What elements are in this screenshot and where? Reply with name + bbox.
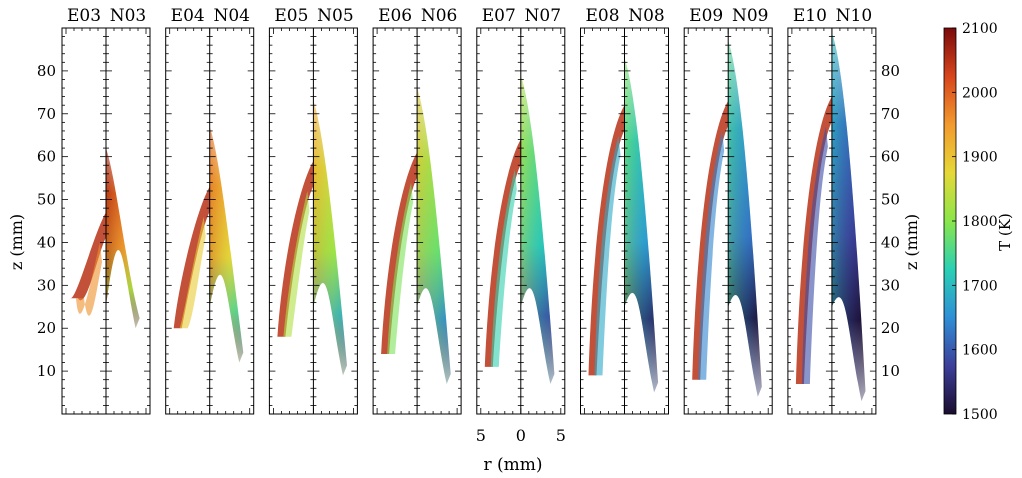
flame-e-inner-e09	[698, 130, 725, 380]
colorbar-tick-label: 1700	[962, 278, 998, 294]
panel-label-e03: E03	[67, 6, 101, 26]
panel-n04: E04 N04	[165, 6, 255, 415]
temperature-colorbar: 1500 1600 1700 1800 1900 2000 2100	[943, 21, 998, 423]
y-tick-label-left: 40	[37, 233, 56, 251]
y-tick-label-left: 10	[37, 362, 56, 380]
x-axis-label: r (mm)	[483, 455, 542, 475]
y-tick-label-left: 80	[37, 62, 56, 80]
panel-label-e05: E05	[274, 6, 308, 26]
panel-label-e10: E10	[793, 6, 827, 26]
panel-label-e08: E08	[585, 6, 619, 26]
colorbar-tick-label: 1900	[962, 150, 998, 166]
x-tick-label: 5	[556, 426, 566, 445]
x-tick-label: 5	[476, 426, 486, 445]
y-tick-label-left: 50	[37, 191, 56, 209]
panel-label-n03: N03	[110, 6, 147, 26]
y-tick-label-right: 60	[881, 148, 900, 166]
panel-n10: E10 N10	[787, 6, 877, 415]
flame-n-overlay-n10	[831, 32, 866, 402]
y-tick-label-right: 30	[881, 276, 900, 294]
colorbar-label: T (K)	[996, 213, 1014, 251]
y-tick-label-right: 10	[881, 362, 900, 380]
panel-label-e09: E09	[689, 6, 723, 26]
flame-n-overlay-n05	[313, 100, 347, 376]
y-tick-label-right: 20	[881, 319, 900, 337]
panel-label-e04: E04	[171, 6, 205, 26]
colorbar-tick-label: 2000	[962, 85, 998, 101]
colorbar-tick-label: 1500	[962, 407, 998, 423]
y-axis-label-right: z (mm)	[902, 214, 921, 270]
flame-n-overlay-n03	[106, 148, 140, 329]
y-tick-label-left: 60	[37, 148, 56, 166]
panel-label-e07: E07	[482, 6, 516, 26]
panel-label-n10: N10	[836, 6, 873, 26]
flame-n-overlay-n09	[728, 40, 762, 397]
x-tick-label: 0	[516, 426, 526, 445]
y-tick-label-right: 40	[881, 233, 900, 251]
colorbar-tick-label: 1600	[962, 343, 998, 359]
r-axis: 5 0 5	[476, 426, 566, 445]
y-tick-label-right: 80	[881, 62, 900, 80]
y-tick-label-left: 20	[37, 319, 56, 337]
y-axis-label-left: z (mm)	[7, 214, 26, 270]
flame-e-inner-e03	[76, 242, 102, 316]
flame-e-inner-e04	[179, 216, 206, 329]
flame-n-overlay-n08	[624, 58, 659, 393]
left-z-axis: 10 20 30 40 50 60 70 80	[37, 62, 56, 380]
right-z-axis: 10 20 30 40 50 60 70 80	[881, 62, 900, 380]
flame-e-inner-e06	[387, 182, 414, 354]
panel-label-n04: N04	[213, 6, 250, 26]
panel-n05: E05 N05	[268, 6, 358, 415]
panel-n08: E08 N08	[580, 6, 669, 415]
flame-n-overlay-n04	[209, 126, 244, 363]
panel-label-n07: N07	[525, 6, 562, 26]
colorbar-tick-label: 1800	[962, 214, 998, 230]
panel-label-n09: N09	[732, 6, 769, 26]
panel-n03: E03 N03	[61, 6, 151, 415]
flame-e-inner-e08	[594, 135, 621, 376]
panels-group: E03 N03 E04 N04 E05 N05 E06 N06 E07 N07 E08 N08 E09 N…	[61, 6, 877, 415]
flame-e-e07	[484, 139, 521, 367]
panel-label-e06: E06	[378, 6, 412, 26]
panel-label-n08: N08	[628, 6, 665, 26]
y-tick-label-left: 70	[37, 105, 56, 123]
flame-n-overlay-n06	[417, 88, 451, 384]
flame-n-overlay-n07	[520, 75, 555, 384]
panel-label-n06: N06	[421, 6, 458, 26]
y-tick-label-right: 50	[881, 191, 900, 209]
flame-e-inner-e10	[801, 126, 828, 384]
flame-e-inner-e07	[490, 169, 517, 367]
flame-e-inner-e05	[283, 190, 310, 337]
panel-label-n05: N05	[317, 6, 354, 26]
panel-n06: E06 N06	[372, 6, 462, 415]
flame-e-e03	[70, 212, 106, 301]
panel-n09: E09 N09	[683, 6, 773, 415]
flame-e-e04	[173, 186, 210, 329]
y-tick-label-right: 70	[881, 105, 900, 123]
y-tick-label-left: 30	[37, 276, 56, 294]
colorbar-tick-label: 2100	[962, 21, 998, 37]
panel-n07: E07 N07	[476, 6, 566, 415]
